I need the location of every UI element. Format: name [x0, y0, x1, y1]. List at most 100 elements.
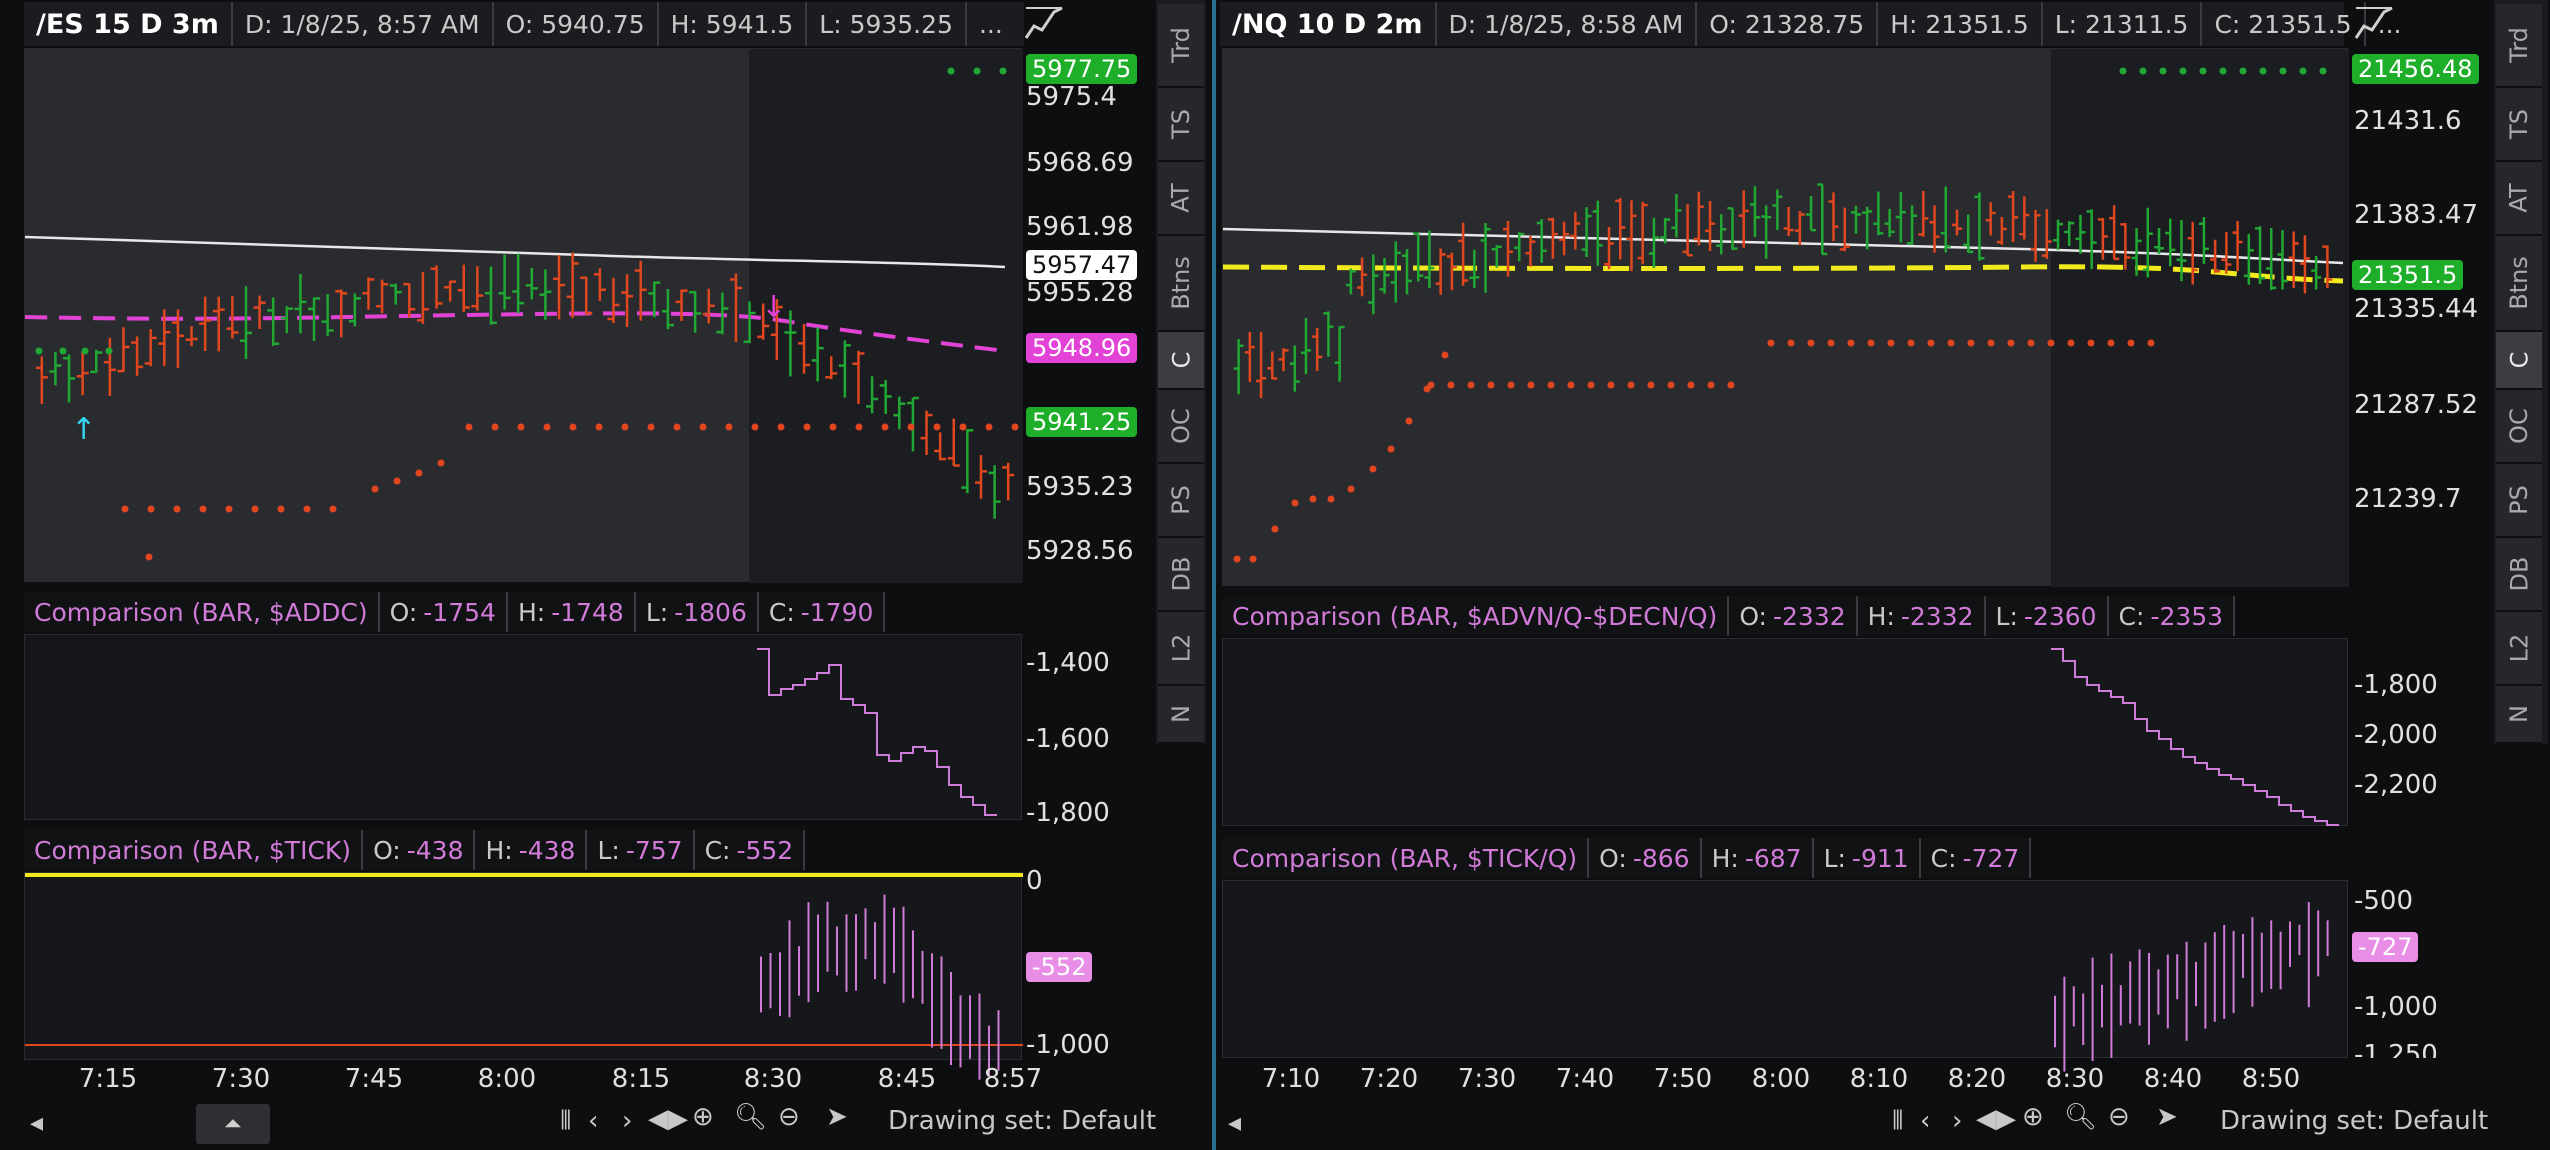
right-more[interactable]: ... [2377, 9, 2402, 39]
left-study2-chart [25, 873, 1023, 1080]
left-study2-title[interactable]: Comparison (BAR, $TICK) [24, 830, 364, 870]
zoom-out-icon[interactable]: ⊖ [778, 1102, 800, 1132]
right-study1-title[interactable]: Comparison (BAR, $ADVN/Q-$DECN/Q) [1222, 596, 1730, 636]
right-study2-title[interactable]: Comparison (BAR, $TICK/Q) [1222, 838, 1590, 878]
parabolic-sar-dot [1627, 381, 1635, 389]
zoom-fit-icon[interactable]: ◀▶ [1976, 1104, 2016, 1134]
tab-ts[interactable]: TS [2496, 88, 2542, 162]
tab-at[interactable]: AT [1158, 162, 1204, 236]
left-study2-axis-label: 0 [1026, 866, 1043, 896]
tab-at[interactable]: AT [2496, 162, 2542, 236]
parabolic-sar-dot [1347, 485, 1355, 493]
close-label: C: [768, 597, 795, 627]
chart-divider[interactable] [1212, 0, 1216, 1150]
left-more[interactable]: ... [978, 9, 1003, 39]
left-study1-chart [757, 648, 997, 816]
right-symbol[interactable]: /NQ 10 D 2m [1220, 2, 1437, 46]
tab-oc[interactable]: OC [1158, 390, 1204, 464]
left-price-label: 5935.23 [1026, 472, 1134, 502]
tab-l2[interactable]: L2 [1158, 612, 1204, 686]
crosshair-icon[interactable]: ⊕ [692, 1102, 714, 1132]
parabolic-sar-dot [437, 459, 445, 467]
left-drawing-set[interactable]: Drawing set: Default [888, 1106, 1157, 1136]
tab-l2[interactable]: L2 [2496, 612, 2542, 686]
tab-n[interactable]: N [2496, 686, 2542, 744]
left-header: /ES 15 D 3m D: 1/8/25, 8:57 AM O: 5940.7… [24, 2, 1024, 46]
crosshair-icon[interactable]: ⊕ [2022, 1102, 2044, 1132]
right-study1-pane[interactable] [1222, 638, 2348, 826]
tab-c[interactable]: C [1158, 332, 1204, 390]
pointer-icon[interactable]: ➤ [2156, 1102, 2178, 1132]
tab-n[interactable]: N [1158, 686, 1204, 744]
zoom-fit-icon[interactable]: ◀▶ [648, 1104, 688, 1134]
tab-ts[interactable]: TS [1158, 88, 1204, 162]
right-study2-tag: -727 [2352, 932, 2419, 962]
left-high: H: 5941.5 [659, 2, 808, 46]
parabolic-sar-dot [415, 469, 423, 477]
parabolic-sar-dot [2319, 67, 2327, 75]
tab-ps[interactable]: PS [2496, 464, 2542, 538]
right-price-pane[interactable] [1222, 48, 2349, 587]
parabolic-sar-dot [1867, 339, 1875, 347]
scroll-left-icon[interactable]: ◂ [30, 1108, 44, 1138]
left-symbol[interactable]: /ES 15 D 3m [24, 2, 233, 46]
left-price-label: 5968.69 [1026, 148, 1134, 178]
scroll-back-icon[interactable]: ‹ [1920, 1106, 1931, 1136]
parabolic-sar-dot [2087, 339, 2095, 347]
parabolic-sar-dot [2139, 67, 2147, 75]
parabolic-sar-dot [673, 423, 681, 431]
collapse-panel-button[interactable]: ⏶ [196, 1104, 270, 1144]
zoom-in-icon[interactable]: 🔍︎ [734, 1102, 768, 1132]
left-study1-pane[interactable] [24, 634, 1022, 820]
tab-btns[interactable]: Btns [2496, 236, 2542, 332]
zoom-out-icon[interactable]: ⊖ [2108, 1102, 2130, 1132]
left-price-label: 5928.56 [1026, 536, 1134, 566]
high-label: H: [1867, 601, 1895, 631]
parabolic-sar-dot [1405, 417, 1413, 425]
scroll-left-icon[interactable]: ◂ [1228, 1108, 1242, 1138]
tab-btns[interactable]: Btns [1158, 236, 1204, 332]
right-study2-header: Comparison (BAR, $TICK/Q) O: -866 H: -687 … [1222, 838, 2032, 878]
right-study2-open: -866 [1632, 843, 1690, 873]
low-label: L: [1995, 601, 2018, 631]
parabolic-sar-dot [2007, 339, 2015, 347]
right-study1-header: Comparison (BAR, $ADVN/Q-$DECN/Q) O: -233… [1222, 596, 2236, 636]
tab-trd[interactable]: Trd [2496, 4, 2542, 88]
scroll-forward-icon[interactable]: › [622, 1106, 633, 1136]
left-price-pane[interactable]: ↑ ↓ [24, 48, 1097, 583]
right-drawing-set[interactable]: Drawing set: Default [2220, 1106, 2489, 1136]
tab-c[interactable]: C [2496, 332, 2542, 390]
scroll-forward-icon[interactable]: › [1952, 1106, 1963, 1136]
parabolic-sar-dot [2239, 67, 2247, 75]
left-style-icon[interactable] [1024, 4, 1064, 42]
parabolic-sar-dot [2107, 339, 2115, 347]
scroll-back-icon[interactable]: ‹ [588, 1106, 599, 1136]
right-study2-pane[interactable] [1222, 880, 2348, 1072]
scrollbar-grip-icon[interactable]: ⦀ [1892, 1106, 1904, 1136]
right-style-icon[interactable] [2354, 4, 2394, 42]
left-time-label: 8:00 [477, 1064, 537, 1094]
high-label: H: [1711, 843, 1739, 873]
right-low: L: 21311.5 [2043, 2, 2203, 46]
tab-ps[interactable]: PS [1158, 464, 1204, 538]
parabolic-sar-dot [2199, 67, 2207, 75]
pointer-icon[interactable]: ➤ [826, 1102, 848, 1132]
left-tag-white: 5957.47 [1026, 250, 1138, 280]
vwap-line [24, 235, 1006, 269]
scrollbar-grip-icon[interactable]: ⦀ [560, 1106, 572, 1136]
parabolic-sar-dot [699, 423, 707, 431]
left-study2-pane[interactable] [24, 872, 1023, 1080]
right-time-label: 8:40 [2143, 1064, 2203, 1094]
left-study1-title[interactable]: Comparison (BAR, $ADDC) [24, 592, 380, 632]
tab-db[interactable]: DB [1158, 538, 1204, 612]
right-extended-session-shade [2051, 49, 2349, 587]
parabolic-sar-dot [225, 505, 233, 513]
close-label: C: [1930, 843, 1957, 873]
tab-trd[interactable]: Trd [1158, 4, 1204, 88]
zoom-in-icon[interactable]: 🔍︎ [2064, 1102, 2098, 1132]
left-study1-axis-label: -1,600 [1026, 724, 1110, 754]
left-study2-axis-label: -1,000 [1026, 1030, 1110, 1060]
right-time-label: 7:10 [1261, 1064, 1321, 1094]
tab-db[interactable]: DB [2496, 538, 2542, 612]
tab-oc[interactable]: OC [2496, 390, 2542, 464]
